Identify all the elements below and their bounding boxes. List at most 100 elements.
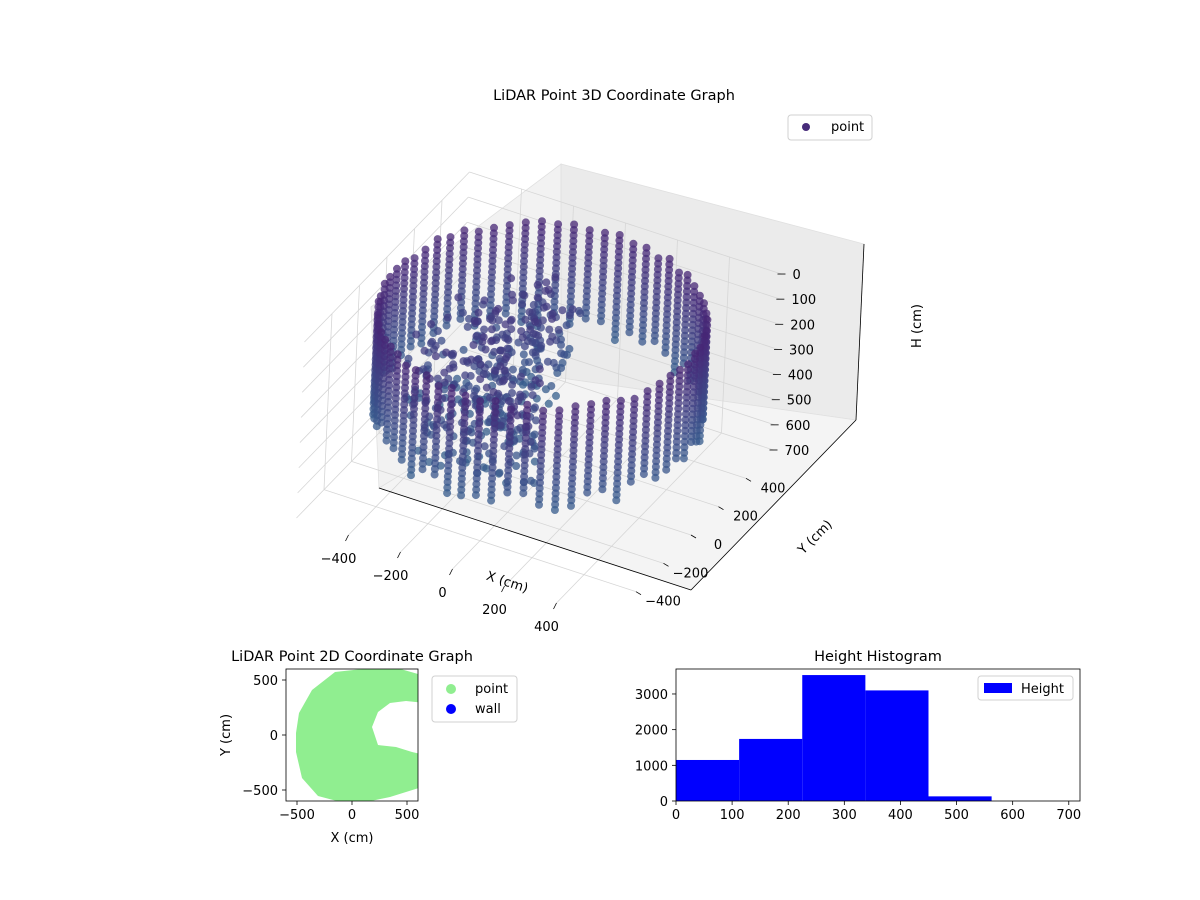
point-marker xyxy=(503,265,512,274)
point-marker xyxy=(458,308,467,317)
x-axis-label-2d: X (cm) xyxy=(331,831,374,846)
point-marker xyxy=(442,348,451,357)
gridline xyxy=(351,285,360,462)
point-marker xyxy=(486,314,494,323)
x-tick-label-2d: −500 xyxy=(279,808,315,823)
point-marker xyxy=(386,348,395,357)
point-marker xyxy=(531,348,540,357)
point-marker xyxy=(576,309,585,318)
point-marker xyxy=(640,287,649,296)
point-marker xyxy=(472,277,481,286)
point-marker xyxy=(431,352,440,361)
histogram-bar xyxy=(802,675,866,801)
point-marker xyxy=(478,337,487,346)
point-marker xyxy=(583,483,592,491)
point-marker xyxy=(518,300,527,309)
point-marker xyxy=(653,270,662,279)
point-marker xyxy=(516,372,525,381)
y-tick-label-hist: 1000 xyxy=(635,759,668,774)
point-marker xyxy=(599,256,608,265)
x-tick-label-hist: 200 xyxy=(776,808,801,823)
y-tick-label-3d: 200 xyxy=(733,510,758,525)
point-marker xyxy=(535,267,544,275)
x-tick-label-3d: −200 xyxy=(373,569,409,584)
point-marker xyxy=(520,342,529,351)
point-marker xyxy=(473,457,482,466)
point-marker xyxy=(431,459,440,468)
point-marker xyxy=(508,380,517,389)
point-marker xyxy=(690,355,699,363)
point-marker xyxy=(480,325,489,334)
point-marker xyxy=(570,424,579,433)
x-tick-label-hist: 700 xyxy=(1056,808,1081,823)
legend-2d-label-point: point xyxy=(475,682,508,697)
point-marker xyxy=(389,444,398,453)
point-marker xyxy=(393,355,402,364)
point-marker xyxy=(500,366,509,375)
point-marker xyxy=(457,485,466,494)
x-tick-3d xyxy=(501,585,505,593)
point-marker xyxy=(612,496,621,505)
histogram-bar xyxy=(676,759,740,801)
point-marker xyxy=(512,462,521,470)
x-tick-label-2d: 500 xyxy=(395,808,420,823)
point-marker xyxy=(491,306,500,315)
point-marker xyxy=(430,345,438,354)
point-marker xyxy=(458,463,467,472)
point-marker xyxy=(501,309,510,318)
points-3d xyxy=(369,217,712,514)
point-marker xyxy=(598,485,607,494)
point-marker xyxy=(480,442,489,451)
point-marker xyxy=(664,282,673,291)
point-marker xyxy=(551,273,560,282)
point-marker xyxy=(487,496,496,505)
gridline xyxy=(468,196,781,300)
point-marker xyxy=(397,455,406,464)
point-marker xyxy=(490,347,499,356)
point-marker xyxy=(433,374,442,383)
point-marker xyxy=(626,295,635,304)
point-marker xyxy=(461,371,470,380)
point-marker xyxy=(552,264,560,273)
point-marker xyxy=(673,421,682,430)
point-marker xyxy=(422,376,431,385)
x-tick-label-hist: 500 xyxy=(944,808,969,823)
gridline xyxy=(467,221,780,325)
point-marker xyxy=(642,409,651,418)
point-marker xyxy=(523,400,532,409)
point-marker xyxy=(639,470,648,479)
point-marker xyxy=(518,333,527,342)
point-marker xyxy=(460,226,469,235)
point-marker xyxy=(427,320,436,329)
gridline xyxy=(351,460,664,564)
point-marker xyxy=(689,388,698,397)
gridline xyxy=(304,171,470,343)
point-marker xyxy=(535,500,543,509)
point-marker xyxy=(653,435,662,443)
z-tick-label-3d: 500 xyxy=(787,394,812,409)
point-marker xyxy=(397,334,406,343)
x-axis-label-3d: X (cm) xyxy=(484,569,530,597)
plot-3d: LiDAR Point 3D Coordinate Graph −400 −200… xyxy=(296,88,925,635)
gridline xyxy=(465,247,779,350)
x-tick-3d xyxy=(553,602,557,610)
point-marker xyxy=(638,337,647,346)
histogram-title: Height Histogram xyxy=(814,649,942,665)
point-marker xyxy=(569,231,578,240)
point-marker xyxy=(476,375,485,384)
point-marker xyxy=(680,432,689,441)
point-marker xyxy=(433,327,442,335)
ticks-3d: −400−2000200400−400−20002004000100200300… xyxy=(321,268,817,635)
point-marker xyxy=(488,257,497,265)
point-marker xyxy=(508,296,517,305)
x-tick-3d xyxy=(345,534,349,542)
point-marker xyxy=(459,357,468,366)
y-tick-label-2d: 0 xyxy=(270,729,278,744)
z-tick-label-3d: 0 xyxy=(792,268,800,283)
point-marker xyxy=(498,377,507,386)
point-marker xyxy=(615,429,624,438)
point-marker xyxy=(411,366,420,375)
legend-3d: point xyxy=(787,114,873,141)
point-marker xyxy=(467,355,476,364)
point-marker xyxy=(674,274,683,283)
